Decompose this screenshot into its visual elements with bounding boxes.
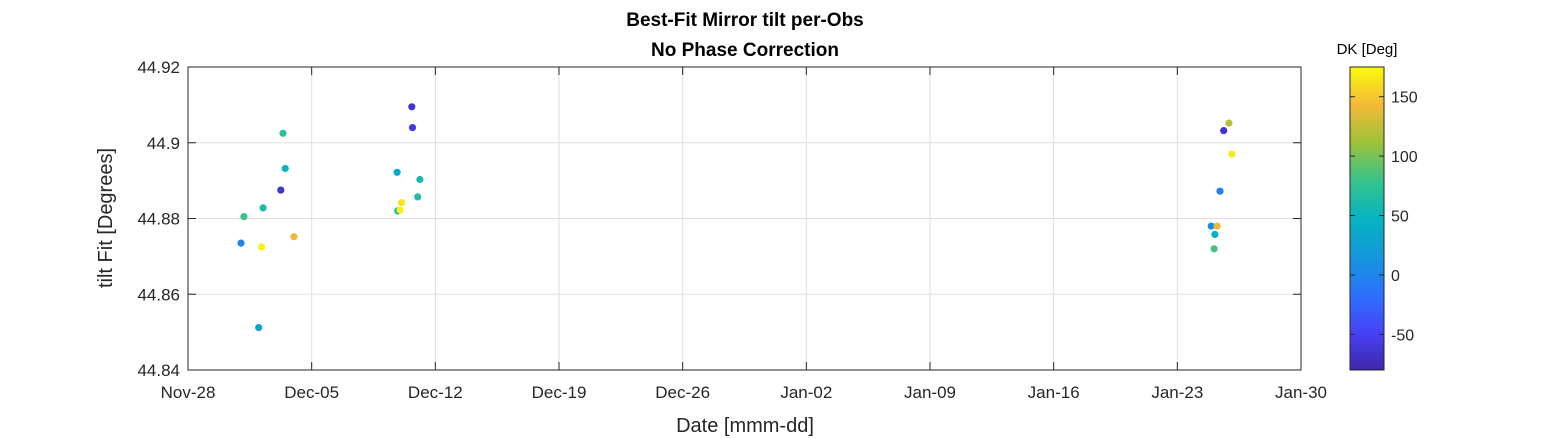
scatter-point bbox=[281, 164, 289, 173]
scatter-point bbox=[237, 239, 245, 247]
scatter-point bbox=[408, 124, 417, 132]
colorbar-title: DK [Deg] bbox=[1337, 41, 1398, 58]
scatter-point bbox=[1211, 230, 1219, 238]
x-axis-label: Date [mmm-dd] bbox=[676, 415, 814, 437]
y-axis-ticks: 44.84 44.86 44.88 44.9 44.92 bbox=[137, 58, 1301, 380]
colorbar bbox=[1350, 67, 1384, 370]
y-axis-label: tilt Fit [Degrees] bbox=[95, 148, 117, 288]
x-tick-label: Jan-30 bbox=[1275, 383, 1327, 402]
x-tick-label: Jan-02 bbox=[780, 383, 832, 402]
x-tick-label: Dec-19 bbox=[532, 383, 587, 402]
y-tick-label: 44.88 bbox=[137, 210, 180, 229]
x-tick-label: Jan-23 bbox=[1151, 383, 1203, 402]
scatter-point bbox=[408, 103, 416, 111]
scatter-point bbox=[396, 206, 404, 214]
x-tick-label: Dec-05 bbox=[284, 383, 339, 402]
y-gridlines bbox=[188, 142, 1301, 295]
scatter-point bbox=[397, 199, 406, 207]
chart-subtitle: No Phase Correction bbox=[651, 40, 839, 61]
colorbar-frame bbox=[1349, 66, 1385, 371]
scatter-point bbox=[258, 243, 266, 251]
y-tick-label: 44.92 bbox=[137, 58, 180, 77]
colorbar-tick-label: 0 bbox=[1391, 268, 1400, 285]
y-tick-label: 44.84 bbox=[137, 361, 180, 380]
colorbar-tick-label: 100 bbox=[1391, 149, 1418, 166]
scatter-point bbox=[290, 233, 298, 241]
x-tick-label: Jan-16 bbox=[1028, 383, 1080, 402]
scatter-point bbox=[259, 204, 267, 212]
x-tick-label: Dec-12 bbox=[408, 383, 463, 402]
scatter-point bbox=[1213, 222, 1221, 230]
y-tick-label: 44.9 bbox=[147, 134, 180, 153]
colorbar-tick-label: -50 bbox=[1391, 327, 1414, 344]
colorbar-tick-label: 50 bbox=[1391, 209, 1409, 226]
scatter-point bbox=[1216, 187, 1224, 195]
scatter-point bbox=[414, 193, 422, 201]
x-tick-label: Nov-28 bbox=[161, 383, 216, 402]
scatter-point bbox=[416, 175, 424, 184]
x-tick-label: Dec-26 bbox=[655, 383, 710, 402]
scatter-point bbox=[1210, 245, 1218, 253]
colorbar-ticks: -50 0 50 100 150 bbox=[1350, 90, 1418, 344]
chart-title: Best-Fit Mirror tilt per-Obs bbox=[626, 10, 864, 31]
x-tick-label: Jan-09 bbox=[904, 383, 956, 402]
scatter-point bbox=[1207, 222, 1215, 230]
scatter-point bbox=[393, 168, 401, 176]
scatter-point bbox=[1225, 119, 1233, 127]
colorbar-tick-label: 150 bbox=[1391, 90, 1418, 107]
y-tick-label: 44.86 bbox=[137, 285, 180, 304]
scatter-point bbox=[277, 186, 285, 194]
x-axis-ticks: Nov-28 Dec-05 Dec-12 Dec-19 Dec-26 Jan-02 Jan-… bbox=[161, 67, 1327, 402]
scatter-point bbox=[255, 324, 263, 332]
scatter-points bbox=[237, 103, 1236, 332]
scatter-point bbox=[1220, 127, 1228, 135]
scatter-point bbox=[1228, 150, 1236, 158]
scatter-point bbox=[240, 213, 248, 221]
scatter-point bbox=[279, 129, 287, 137]
